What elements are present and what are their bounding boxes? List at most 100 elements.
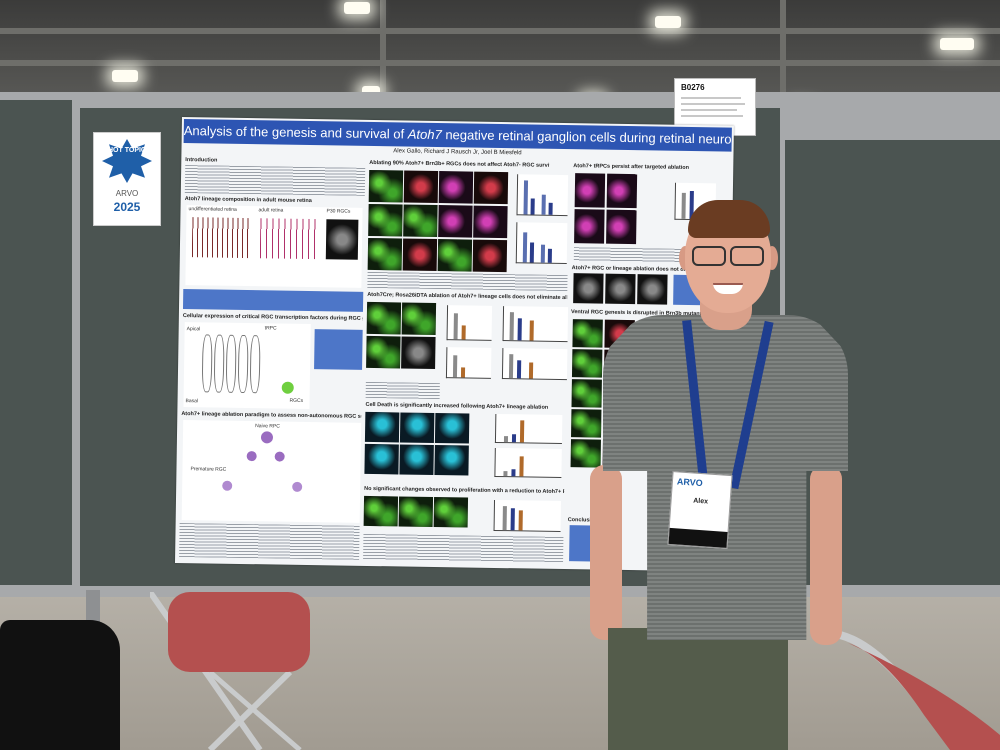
chart-bar: [548, 202, 553, 215]
chart-bar: [523, 180, 529, 215]
person-smile: [713, 283, 743, 294]
ceiling-light: [344, 2, 370, 14]
backpack: [0, 620, 120, 750]
chart-bar: [511, 434, 517, 443]
chart-bar: [516, 360, 522, 379]
rgc-node: [292, 481, 303, 492]
micrograph: [433, 497, 469, 528]
lineage-diagram: undifferentiated retina adult retina P30…: [185, 205, 363, 288]
ceiling-beam: [0, 60, 1000, 66]
chart-bar: [452, 355, 458, 378]
micrograph: [364, 411, 400, 443]
progenitor-cell: [249, 335, 261, 394]
lanyard-strap: [729, 320, 774, 490]
micrograph: [574, 173, 606, 208]
chart-bar: [681, 192, 686, 219]
bar-chart: [516, 174, 569, 217]
micrograph: [401, 336, 436, 370]
label-apical: Apical: [186, 326, 201, 333]
bar-chart: [502, 306, 569, 343]
rosa-caption: [365, 381, 440, 400]
chart-bar: [508, 354, 514, 379]
label-undiff: undifferentiated retina: [188, 206, 237, 213]
person-arm-left: [590, 465, 622, 640]
poster-title-prefix: Analysis of the genesis and survival of: [183, 123, 405, 142]
glasses-lens: [692, 246, 726, 266]
folding-chair-right: [838, 631, 1000, 750]
card-text-line: [681, 103, 745, 105]
name-badge-strip: [668, 527, 728, 548]
cellular-note-box: [314, 329, 363, 370]
section-cell-death-heading: Cell Death is significantly increased fo…: [365, 401, 549, 411]
chart-bar: [461, 325, 466, 340]
progenitor-cell: [213, 334, 225, 393]
micrograph: [368, 203, 403, 237]
micrograph: [472, 239, 508, 273]
person-pants: [608, 628, 788, 750]
section-paradigm-heading: Atoh7+ lineage ablation paradigm to asse…: [181, 411, 362, 420]
bar-chart: [494, 447, 562, 479]
chart-bar: [522, 232, 528, 263]
rgc-node: [222, 480, 233, 491]
micrograph: [403, 170, 439, 204]
star-icon: [102, 139, 152, 183]
chart-bar: [518, 510, 523, 531]
chart-bar: [517, 318, 522, 341]
micrograph: [606, 209, 637, 245]
label-p30: P30 RGCs: [326, 208, 351, 215]
retina-cells-drawing: [191, 217, 251, 259]
rpc-node: [274, 451, 285, 462]
section-persist-heading: Atoh7+ tRPCs persist after targeted abla…: [573, 163, 689, 171]
micrograph: [434, 413, 470, 444]
bar-chart: [515, 222, 568, 265]
section-cellular-heading: Cellular expression of critical RGC tran…: [182, 313, 363, 322]
micrograph: [473, 205, 508, 239]
micrograph: [403, 204, 438, 238]
micrograph: [571, 409, 602, 438]
chart-bar: [511, 469, 516, 477]
ceiling-light: [940, 38, 974, 50]
board-panel-left: [0, 100, 72, 585]
bar-chart: [501, 348, 568, 381]
chart-bar: [529, 320, 534, 341]
chart-bar: [541, 194, 546, 215]
paradigm-text: [179, 523, 360, 560]
rgc-cell-marker: [281, 381, 294, 394]
prolif-caption: [363, 533, 564, 564]
micrograph: [438, 171, 474, 204]
chair-seat: [168, 592, 310, 672]
poster-title-suffix: negative retinal ganglion cells during r…: [445, 127, 732, 148]
glasses-icon: [692, 246, 764, 266]
micrograph: [606, 173, 638, 209]
micrograph: [438, 205, 473, 238]
board-number: B0276: [681, 83, 705, 92]
micrograph: [399, 412, 435, 443]
progenitor-cell: [201, 334, 213, 393]
micrograph: [399, 444, 434, 475]
ceiling-light: [655, 16, 681, 28]
section-rosa-heading: Atoh7Cre; Rosa26iDTA ablation of Atoh7+ …: [367, 291, 568, 302]
badge-org: ARVO: [115, 189, 139, 198]
micrograph: [473, 171, 509, 205]
card-text-line: [681, 97, 741, 99]
progenitor-cell: [237, 334, 249, 394]
name-badge: ARVO Alex: [667, 470, 733, 550]
chart-bar: [540, 244, 546, 263]
name-badge-org: ARVO: [676, 476, 704, 489]
ablating-caption: [367, 271, 568, 292]
p30-micrograph: [325, 219, 359, 260]
card-text-line: [681, 115, 743, 117]
chart-bar: [453, 313, 458, 340]
glasses-lens: [730, 246, 764, 266]
section-prolif-heading: No significant changes observed to proli…: [364, 485, 564, 496]
micrograph: [366, 301, 402, 335]
chart-bar: [503, 471, 508, 477]
bar-chart: [493, 499, 562, 532]
micrograph: [434, 445, 469, 476]
chart-bar: [509, 312, 514, 341]
chart-bar: [529, 242, 535, 263]
name-badge-name: Alex: [692, 497, 709, 506]
rpc-node: [260, 431, 274, 444]
chart-bar: [547, 248, 552, 263]
micrograph: [398, 496, 434, 527]
